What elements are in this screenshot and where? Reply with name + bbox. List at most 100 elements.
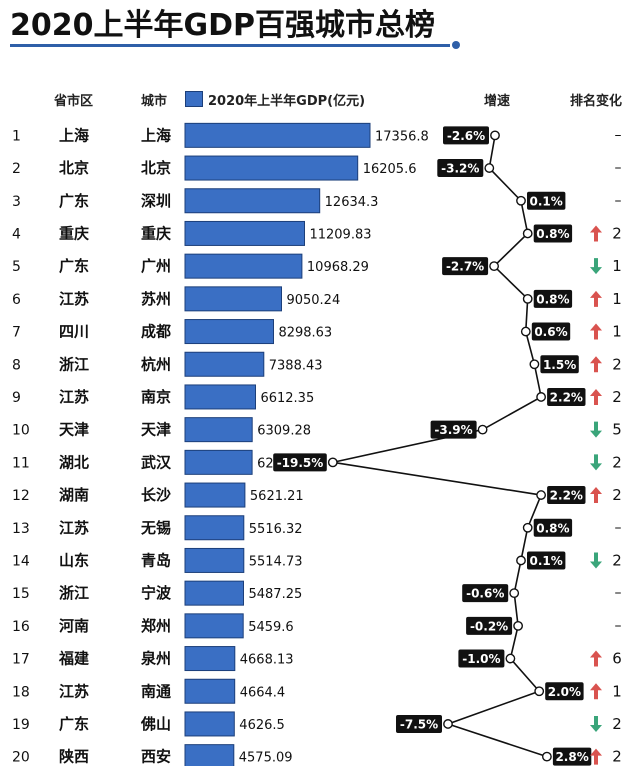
growth-point (484, 163, 495, 173)
gdp-value-label: 4668.13 (240, 653, 294, 668)
province-label: 江苏 (59, 388, 89, 406)
rank-up-arrow-icon (590, 683, 602, 700)
growth-point (516, 555, 526, 566)
gdp-bar (184, 580, 244, 606)
gdp-bar (184, 417, 253, 443)
rank-down-arrow-icon (590, 715, 602, 732)
growth-point (490, 130, 500, 141)
growth-point (516, 195, 526, 206)
gdp-value-label: 7388.43 (269, 358, 323, 373)
province-label: 湖北 (59, 453, 89, 471)
growth-value-label: -1.0% (462, 652, 500, 666)
growth-value-label: 1.5% (543, 358, 576, 372)
growth-point (505, 653, 516, 664)
growth-label-box (466, 616, 513, 635)
city-label: 青岛 (141, 551, 171, 569)
gdp-value-label: 4664.4 (240, 685, 286, 700)
rank-change-none: – (615, 127, 622, 143)
gdp-value-label: 4575.09 (239, 751, 293, 766)
rank-change-value: 1 (612, 323, 622, 341)
growth-label-box (531, 322, 571, 341)
province-label: 广东 (59, 192, 89, 210)
title-underline-dot (452, 41, 460, 49)
gdp-bar (184, 547, 245, 573)
gdp-value-label: 8298.63 (278, 326, 332, 341)
growth-label-box (527, 551, 566, 570)
rank-change-value: 2 (612, 486, 622, 504)
rank-label: 1 (12, 128, 21, 144)
rank-up-arrow-icon (590, 356, 602, 373)
gdp-bar (184, 613, 244, 639)
growth-line (332, 135, 548, 758)
province-label: 广东 (59, 715, 89, 733)
city-label: 苏州 (141, 290, 171, 308)
province-label: 江苏 (59, 290, 89, 308)
rank-change-none: – (615, 618, 622, 634)
growth-point (443, 719, 453, 729)
city-label: 天津 (141, 421, 171, 439)
gdp-bar (184, 744, 235, 766)
growth-point (522, 228, 533, 239)
gdp-value-label: 16205.6 (363, 162, 417, 177)
rank-label: 13 (12, 521, 30, 537)
gdp-value-label: 9050.24 (286, 293, 340, 308)
city-label: 深圳 (141, 192, 171, 210)
gdp-bar (184, 515, 245, 541)
rank-change-value: 6 (612, 650, 622, 668)
gdp-bar (184, 155, 359, 181)
province-label: 浙江 (59, 584, 89, 602)
city-label: 无锡 (140, 519, 171, 537)
growth-value-label: -0.6% (466, 587, 504, 601)
growth-value-label: 0.1% (530, 554, 563, 568)
rank-label: 5 (12, 259, 21, 275)
growth-label-box (540, 355, 579, 374)
growth-point (477, 424, 488, 435)
growth-label-box (527, 191, 566, 210)
gdp-value-label: 5487.25 (248, 587, 302, 602)
gdp-bar (184, 449, 253, 475)
rank-down-arrow-icon (590, 454, 602, 471)
rank-label: 12 (12, 488, 30, 504)
gdp-value-label: 17356.8 (375, 129, 429, 144)
header-gdp-legend: 2020年上半年GDP(亿元) (208, 94, 366, 109)
gdp-bar (184, 319, 274, 345)
rank-label: 15 (12, 586, 30, 602)
growth-point (327, 457, 338, 468)
gdp-value-label: 12634.3 (325, 195, 379, 210)
growth-value-label: 2.0% (548, 685, 581, 699)
header-city: 城市 (141, 94, 168, 109)
rank-change-value: 2 (612, 453, 622, 471)
rank-down-arrow-icon (590, 552, 602, 569)
rank-down-arrow-icon (590, 258, 602, 275)
rank-label: 10 (12, 423, 30, 439)
city-label: 广州 (141, 257, 171, 275)
rank-label: 11 (12, 455, 30, 471)
province-label: 北京 (59, 159, 89, 177)
growth-label-box (545, 682, 584, 701)
rank-change-value: 2 (612, 224, 622, 242)
rank-change-value: 5 (612, 421, 622, 439)
growth-value-label: -3.9% (434, 423, 472, 437)
city-label: 郑州 (141, 617, 171, 635)
rank-change-value: 2 (612, 551, 622, 569)
growth-label-box (552, 747, 592, 766)
province-label: 四川 (59, 323, 89, 341)
header-province: 省市区 (54, 94, 94, 109)
growth-label-box (442, 257, 489, 276)
growth-label-box (533, 518, 573, 537)
gdp-bar (184, 286, 282, 312)
province-label: 上海 (59, 126, 89, 144)
gdp-bar (184, 711, 235, 737)
growth-label-box (443, 126, 489, 145)
city-label: 杭州 (141, 355, 171, 373)
growth-label-box (273, 453, 327, 472)
rank-label: 19 (12, 717, 30, 733)
growth-point (509, 588, 520, 599)
gdp-value-label: 5459.6 (248, 620, 294, 635)
rank-change-value: 2 (612, 715, 622, 733)
gdp-value-label: 5621.21 (250, 489, 304, 504)
growth-label-box (437, 159, 484, 178)
growth-value-label: 0.8% (536, 521, 569, 535)
rank-change-none: – (615, 160, 622, 176)
rank-change-none: – (615, 520, 622, 536)
